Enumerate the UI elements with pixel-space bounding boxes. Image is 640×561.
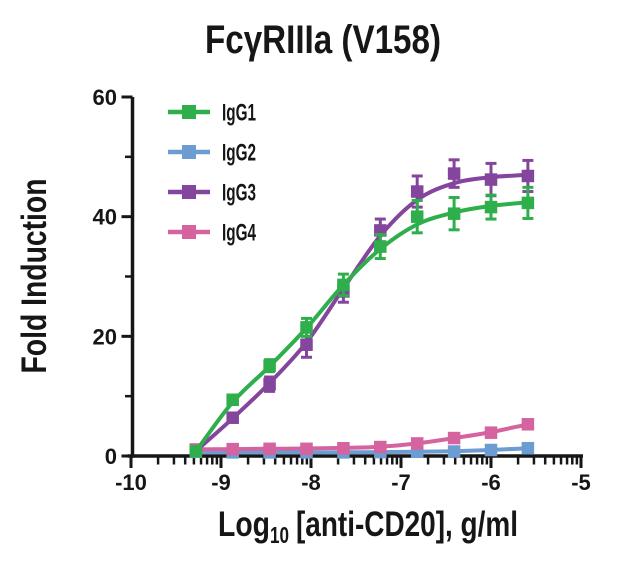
marker-IgG1 <box>189 444 203 458</box>
x-tick-label: -5 <box>571 470 591 495</box>
series-IgG1 <box>189 185 535 458</box>
legend-marker-icon <box>182 105 196 119</box>
marker-IgG1 <box>447 207 461 220</box>
x-axis-title-post: [anti-CD20], g/ml <box>296 505 518 544</box>
marker-IgG2 <box>447 445 461 458</box>
x-axis-title-pre: Log <box>218 505 270 544</box>
x-tick-label: -9 <box>211 470 231 495</box>
x-tick-label: -10 <box>115 470 147 495</box>
legend-label: IgG3 <box>222 180 256 207</box>
legend-label: IgG4 <box>222 220 256 247</box>
marker-IgG1 <box>410 210 424 223</box>
marker-IgG3 <box>447 167 461 180</box>
marker-IgG1 <box>300 321 313 334</box>
marker-IgG3 <box>263 377 276 391</box>
legend-item-IgG3: IgG3 <box>168 180 256 207</box>
x-axis-title: Log10 [anti-CD20], g/ml <box>218 505 518 548</box>
x-axis-title-subscript: 10 <box>270 522 289 548</box>
legend-item-IgG1: IgG1 <box>168 100 256 127</box>
marker-IgG3 <box>410 185 424 198</box>
legend-label: IgG1 <box>222 100 256 127</box>
marker-IgG4 <box>300 442 313 456</box>
marker-IgG3 <box>226 411 239 424</box>
marker-IgG1 <box>484 200 498 214</box>
y-tick-label: 0 <box>105 444 117 469</box>
legend-item-IgG4: IgG4 <box>168 220 256 247</box>
marker-IgG1 <box>337 278 350 292</box>
legend-marker-icon <box>182 185 196 199</box>
legend-item-IgG2: IgG2 <box>168 140 256 167</box>
marker-IgG4 <box>410 437 424 450</box>
marker-IgG4 <box>226 442 239 456</box>
chart-title: FcγRIIIa (V158) <box>205 18 441 62</box>
axes: -10 -9 -8 -7 -6 -5 0 20 40 60 <box>93 85 591 495</box>
marker-IgG2 <box>521 441 535 455</box>
marker-IgG1 <box>263 359 276 372</box>
y-tick-label: 20 <box>93 324 117 349</box>
curve-IgG4 <box>193 422 530 452</box>
marker-IgG4 <box>521 418 535 431</box>
x-tick-label: -8 <box>301 470 321 495</box>
curve-IgG1 <box>193 200 530 454</box>
x-tick-label: -6 <box>481 470 501 495</box>
x-tick-label: -7 <box>391 470 411 495</box>
legend-label: IgG2 <box>222 140 256 167</box>
marker-IgG1 <box>521 196 535 210</box>
marker-IgG4 <box>337 441 350 455</box>
legend: IgG1 IgG2 IgG3 IgG4 <box>168 100 256 247</box>
marker-IgG1 <box>226 393 239 407</box>
series-IgG4 <box>189 418 535 456</box>
marker-IgG2 <box>484 443 498 457</box>
curve-IgG3 <box>193 172 530 454</box>
y-tick-label: 40 <box>93 205 117 230</box>
y-tick-label: 60 <box>93 85 117 110</box>
marker-IgG4 <box>263 442 276 456</box>
marker-IgG4 <box>484 426 498 439</box>
legend-marker-icon <box>182 145 196 159</box>
marker-IgG3 <box>300 338 313 351</box>
marker-IgG1 <box>374 240 387 253</box>
curve-IgG2 <box>193 446 530 455</box>
y-axis-title: Fold Induction <box>15 179 54 374</box>
legend-marker-icon <box>182 225 196 239</box>
plot-area <box>189 158 535 459</box>
marker-IgG4 <box>447 431 461 445</box>
marker-IgG3 <box>484 173 498 186</box>
marker-IgG4 <box>374 440 387 454</box>
marker-IgG3 <box>521 169 535 183</box>
